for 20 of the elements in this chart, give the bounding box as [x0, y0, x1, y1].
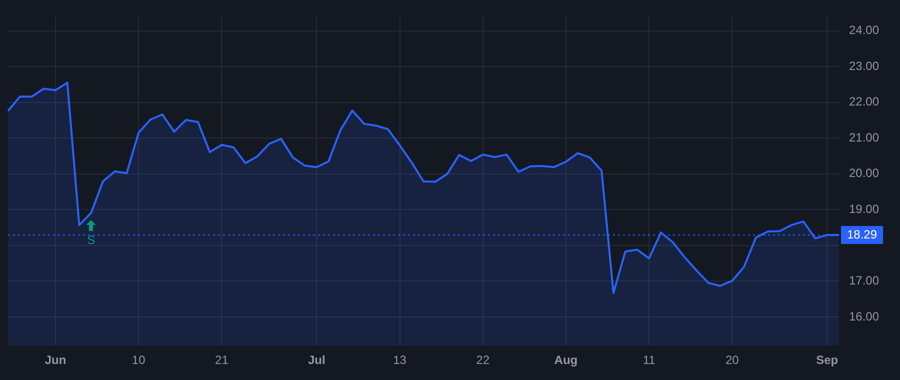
x-tick-label: Jul	[308, 353, 326, 368]
x-tick-label: 22	[476, 353, 490, 368]
y-tick-label: 16.00	[849, 309, 880, 324]
y-tick-label: 23.00	[849, 58, 880, 73]
x-tick-label: Jun	[44, 353, 66, 368]
x-tick-label: 21	[215, 353, 229, 368]
y-tick-label: 19.00	[849, 202, 880, 216]
x-tick-label: 20	[725, 353, 740, 368]
x-tick-label: Sep	[816, 353, 838, 368]
x-tick-label: 13	[393, 353, 407, 368]
y-tick-label: 24.00	[849, 23, 880, 38]
x-tick-label: 10	[132, 353, 146, 368]
y-tick-label: 17.00	[849, 274, 880, 288]
y-tick-label: 21.00	[849, 130, 880, 144]
y-tick-label: 22.00	[849, 94, 880, 109]
ref-line-label: 18.29	[847, 227, 878, 242]
x-tick-label: 11	[642, 353, 656, 368]
annotation: S	[87, 233, 96, 248]
y-tick-label: 20.00	[849, 166, 880, 180]
x-tick-label: Aug	[554, 353, 578, 368]
